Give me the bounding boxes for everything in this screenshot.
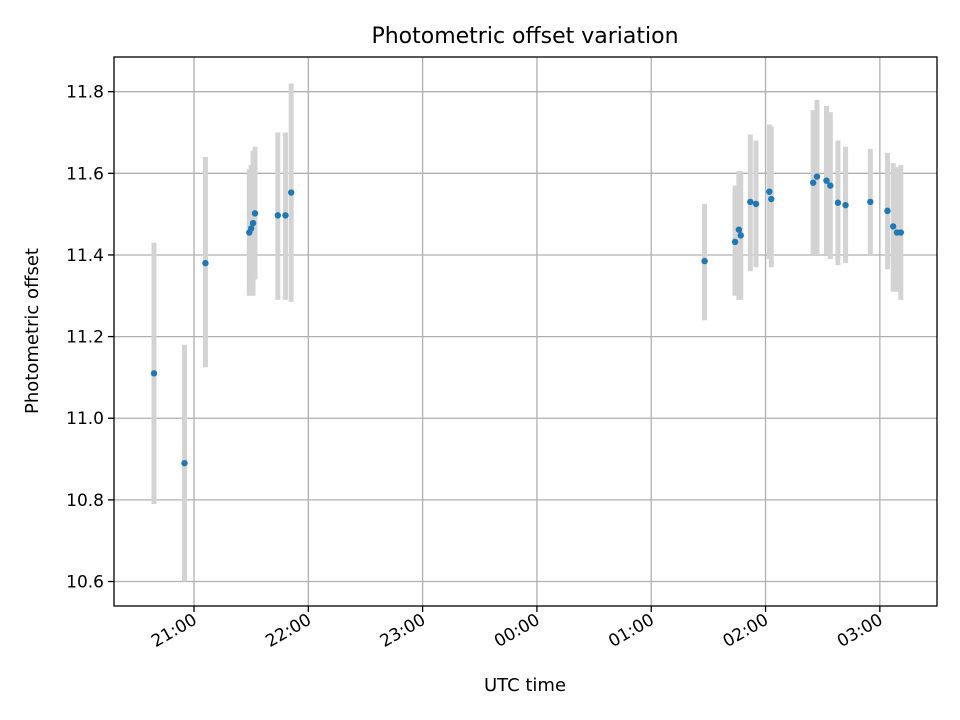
- x-axis-label: UTC time: [484, 675, 566, 696]
- data-points: [150, 173, 905, 467]
- chart-title: Photometric offset variation: [371, 24, 678, 49]
- data-point: [867, 198, 874, 206]
- data-point: [834, 199, 842, 206]
- data-point: [731, 238, 739, 246]
- data-point: [282, 212, 289, 219]
- y-tick-label: 11.2: [66, 328, 104, 348]
- data-point: [768, 195, 775, 203]
- data-point: [701, 257, 708, 265]
- data-point: [842, 201, 849, 209]
- data-point: [181, 459, 188, 467]
- y-axis-ticks: 10.6 10.8 11.0 11.2 11.4 11.6 11.8: [66, 83, 114, 593]
- data-point: [274, 212, 282, 219]
- grid: [114, 57, 937, 606]
- data-point: [884, 207, 891, 215]
- data-point: [813, 173, 821, 180]
- data-point: [287, 189, 295, 196]
- y-tick-label: 10.8: [66, 491, 104, 511]
- y-axis-label: Photometric offset: [22, 248, 43, 414]
- y-tick-label: 11.4: [66, 246, 104, 266]
- data-point: [251, 210, 259, 217]
- data-point: [737, 232, 744, 239]
- data-point: [809, 179, 817, 186]
- data-point: [747, 198, 754, 206]
- y-tick-label: 11.0: [66, 409, 104, 429]
- data-point: [150, 370, 158, 377]
- data-point: [249, 219, 257, 227]
- data-point: [752, 200, 760, 208]
- data-point: [827, 182, 834, 189]
- data-point: [766, 188, 773, 195]
- data-point: [823, 177, 830, 184]
- y-tick-label: 10.6: [66, 573, 104, 593]
- y-tick-label: 11.6: [66, 164, 104, 184]
- data-point: [202, 259, 209, 267]
- plot-frame: [113, 56, 938, 607]
- data-point: [897, 229, 905, 236]
- y-tick-label: 11.8: [66, 83, 104, 103]
- data-point: [889, 223, 897, 230]
- data-point: [247, 225, 255, 232]
- data-point: [735, 226, 743, 233]
